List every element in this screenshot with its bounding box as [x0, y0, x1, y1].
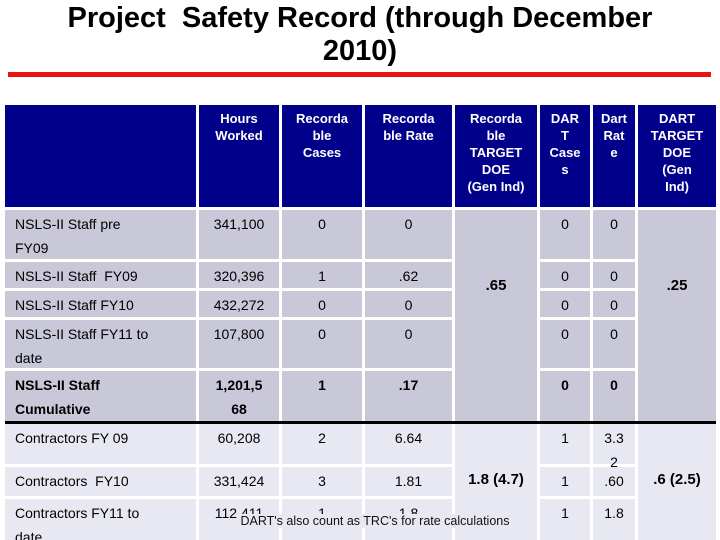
- cell-dart-cases: 1: [540, 499, 590, 540]
- cell-recordable-cases: 0: [282, 320, 362, 368]
- cell-dart-rate: 0: [593, 291, 635, 317]
- cell-hours: 341,100: [199, 210, 279, 259]
- cell-recordable-rate: 1.81: [365, 467, 452, 496]
- header-cell-rowlabel: [5, 105, 196, 207]
- header-cell-recordable-rate: Recorda ble Rate: [365, 105, 452, 207]
- cell-dart-rate: 0: [593, 320, 635, 368]
- cell-dart-cases: 0: [540, 210, 590, 259]
- safety-record-table: Hours Worked Recorda ble Cases Recorda b…: [5, 105, 716, 540]
- cell-recordable-cases: 1: [282, 371, 362, 421]
- cell-recordable-rate: 6.64: [365, 424, 452, 464]
- merged-cell-staff-dart-target: .25: [638, 210, 716, 421]
- cell-hours: 320,396: [199, 262, 279, 288]
- header-cell-hours-worked: Hours Worked: [199, 105, 279, 207]
- row-label: Contractors FY 09: [5, 424, 196, 464]
- table-footnote-text: DART's also count as TRC's for rate calc…: [238, 514, 512, 528]
- header-cell-dart-rate: Dart Rat e: [593, 105, 635, 207]
- cell-hours: 107,800: [199, 320, 279, 368]
- cell-dart-rate: 0: [593, 210, 635, 259]
- cell-dart-cases: 0: [540, 371, 590, 421]
- slide-title: Project Safety Record (through December …: [67, 2, 653, 67]
- header-cell-recordable-cases: Recorda ble Cases: [282, 105, 362, 207]
- cell-hours: 1,201,5 68: [199, 371, 279, 421]
- section-divider-line: [5, 421, 716, 424]
- row-label: NSLS-II Staff Cumulative: [5, 371, 196, 421]
- cell-recordable-cases: 0: [282, 210, 362, 259]
- row-label: NSLS-II Staff FY11 to date: [5, 320, 196, 368]
- cell-dart-cases: 1: [540, 424, 590, 464]
- cell-dart-cases: 0: [540, 291, 590, 317]
- header-cell-recordable-target-doe: Recorda ble TARGET DOE (Gen Ind): [455, 105, 537, 207]
- cell-recordable-cases: 0: [282, 291, 362, 317]
- cell-recordable-rate: 0: [365, 291, 452, 317]
- row-label: NSLS-II Staff pre FY09: [5, 210, 196, 259]
- cell-recordable-rate: 0: [365, 320, 452, 368]
- row-label: Contractors FY10: [5, 467, 196, 496]
- cell-dart-rate: 0: [593, 262, 635, 288]
- cell-hours: 432,272: [199, 291, 279, 317]
- cell-dart-rate: 1.8: [593, 499, 635, 540]
- cell-recordable-rate: .17: [365, 371, 452, 421]
- row-label: NSLS-II Staff FY10: [5, 291, 196, 317]
- cell-recordable-rate: 0: [365, 210, 452, 259]
- cell-dart-cases: 0: [540, 320, 590, 368]
- cell-recordable-cases: 3: [282, 467, 362, 496]
- header-cell-dart-target-doe: DART TARGET DOE (Gen Ind): [638, 105, 716, 207]
- cell-dart-rate: 0: [593, 371, 635, 421]
- cell-recordable-cases: 2: [282, 424, 362, 464]
- header-cell-dart-cases: DAR T Case s: [540, 105, 590, 207]
- cell-dart-cases: 1: [540, 467, 590, 496]
- merged-cell-staff-recordable-target: .65: [455, 210, 537, 421]
- row-label: NSLS-II Staff FY09: [5, 262, 196, 288]
- merged-cell-contractor-dart-target: .6 (2.5): [638, 424, 716, 540]
- cell-hours: 331,424: [199, 467, 279, 496]
- cell-dart-cases: 0: [540, 262, 590, 288]
- cell-dart-rate: 3.3 2: [593, 424, 635, 470]
- cell-dart-rate: .60: [593, 467, 635, 496]
- title-underline: [8, 72, 711, 77]
- cell-recordable-cases: 1: [282, 262, 362, 288]
- cell-hours: 60,208: [199, 424, 279, 464]
- cell-recordable-rate: .62: [365, 262, 452, 288]
- table-footnote: DART's also count as TRC's for rate calc…: [165, 514, 585, 528]
- row-label: Contractors FY11 to date: [5, 499, 196, 540]
